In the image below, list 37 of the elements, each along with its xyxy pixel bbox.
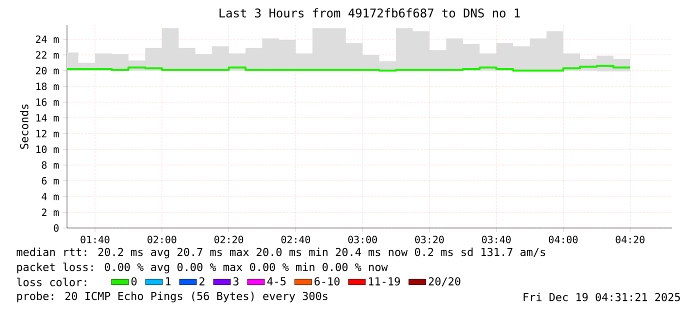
y-tick-label: 12 m — [36, 130, 59, 138]
legend-label: 11-19 — [368, 277, 400, 286]
legend-label: 20/20 — [428, 277, 460, 286]
legend-label: 6-10 — [314, 277, 340, 286]
legend-label: 4-5 — [267, 277, 286, 286]
x-tick-label: 02:00 — [148, 236, 176, 244]
y-tick-label: 4 m — [42, 192, 59, 200]
y-tick-label: 16 m — [36, 98, 59, 106]
legend-label: 3 — [233, 277, 238, 286]
legend-title: loss color: — [17, 278, 86, 286]
legend-label: 2 — [200, 277, 204, 286]
y-tick-label: 24 m — [36, 35, 59, 43]
y-tick-label: 22 m — [36, 51, 59, 59]
y-tick-label: 20 m — [36, 66, 59, 74]
chart-title: Last 3 Hours from 49172fb6f687 to DNS no 1 — [220, 8, 520, 18]
y-tick-label: 8 m — [42, 161, 59, 169]
x-tick-label: 03:40 — [482, 236, 511, 244]
y-tick-label: 0 — [54, 224, 59, 232]
legend-label: 1 — [166, 277, 171, 286]
x-tick-label: 01:40 — [80, 236, 110, 244]
x-tick-label: 02:40 — [281, 236, 310, 244]
x-tick-label: 04:20 — [616, 236, 644, 244]
x-tick-label: 03:00 — [348, 236, 377, 244]
y-axis-title: Seconds — [20, 104, 28, 149]
y-tick-label: 10 m — [36, 146, 59, 154]
y-tick-label: 18 m — [36, 82, 59, 90]
legend-label: 0 — [131, 277, 137, 286]
y-tick-label: 6 m — [42, 177, 59, 185]
x-tick-label: 02:20 — [214, 236, 244, 244]
x-tick-label: 03:20 — [415, 236, 444, 244]
text: packet loss: 0.00 % avg 0.00 % max 0.00 % min 0.00 % now — [17, 262, 388, 274]
y-tick-label: 14 m — [36, 114, 59, 122]
x-tick-label: 04:00 — [548, 236, 578, 244]
text: median rtt: 20.2 ms avg 20.7 ms max 20.0 ms min 20.4 ms now 0.2 ms sd 131.7 am/s — [16, 248, 546, 258]
y-tick-label: 2 m — [42, 208, 59, 216]
text: probe: 20 ICMP Echo Pings (56 Bytes) every 300s — [17, 292, 328, 302]
text: Fri Dec 19 04:31:21 2025 — [524, 292, 680, 302]
